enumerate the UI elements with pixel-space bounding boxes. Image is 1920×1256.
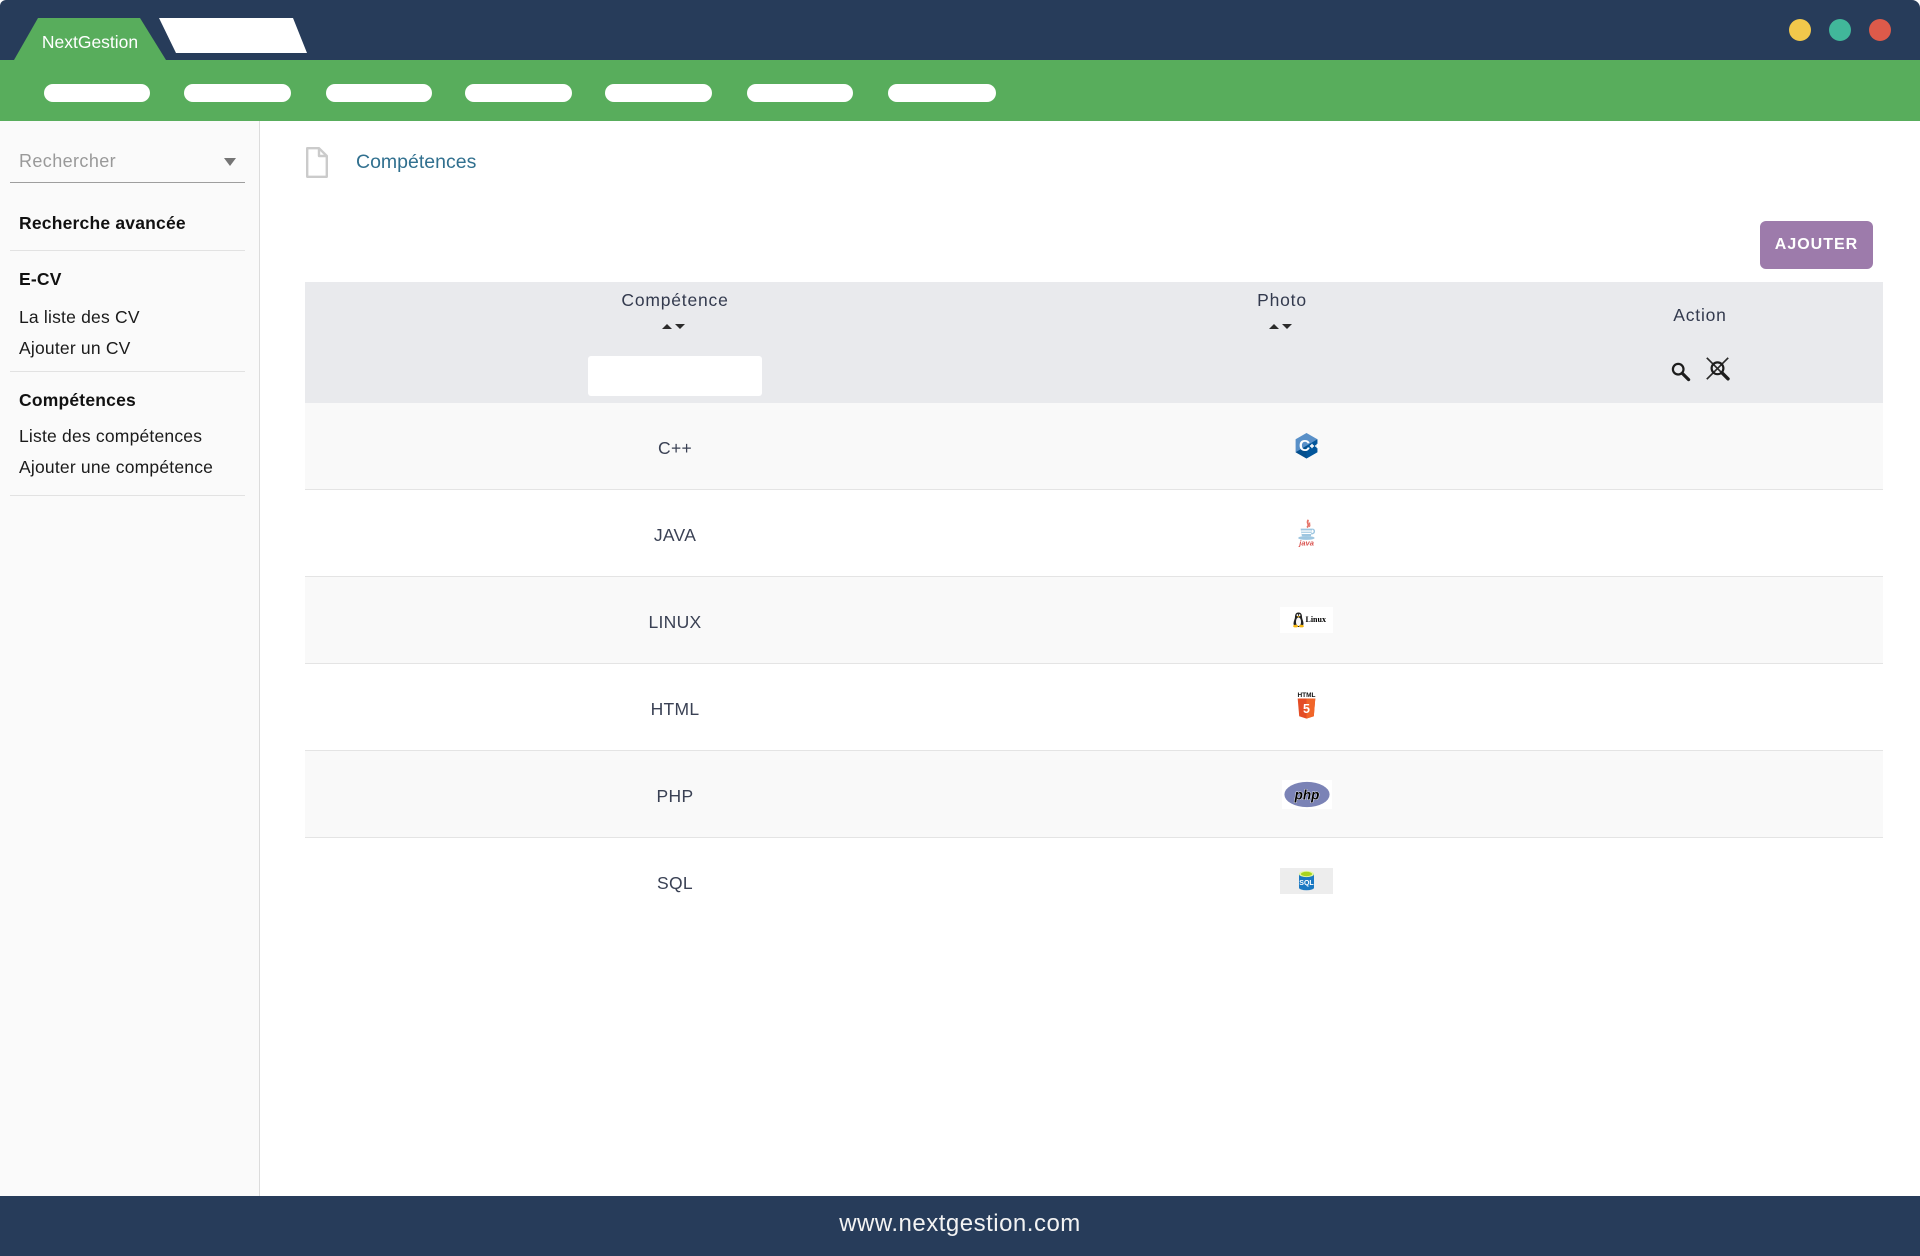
svg-text:java: java xyxy=(1298,538,1314,547)
svg-text:5: 5 xyxy=(1303,702,1310,716)
svg-text:php: php xyxy=(1293,787,1319,802)
svg-text:HTML: HTML xyxy=(1297,692,1315,699)
svg-text:C: C xyxy=(1299,438,1310,455)
svg-text:SQL: SQL xyxy=(1299,880,1314,887)
svg-text:Linux: Linux xyxy=(1306,615,1326,624)
